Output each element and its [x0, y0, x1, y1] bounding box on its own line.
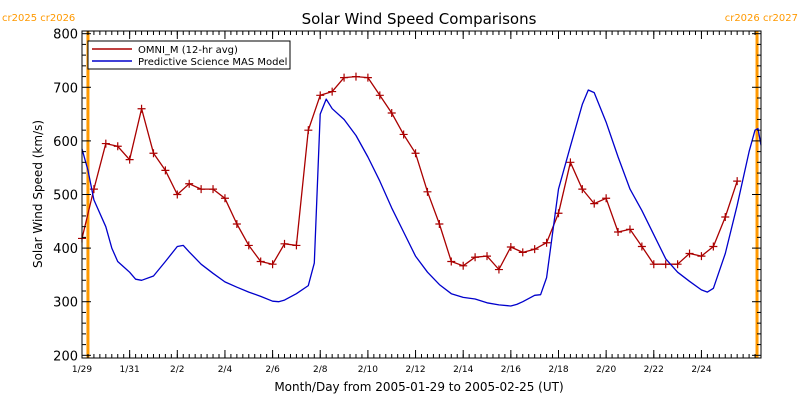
- x-tick-label: 2/22: [644, 365, 664, 375]
- data-point-omni: [125, 155, 134, 164]
- data-point-omni: [542, 238, 551, 247]
- data-point-omni: [149, 149, 158, 158]
- data-point-omni: [304, 126, 313, 135]
- chart-title: Solar Wind Speed Comparisons: [302, 10, 537, 28]
- axes-layer: 200 300 400 500 600 700 800 1/29 1/31 2/2 2/4 2/6 2/…: [53, 28, 761, 375]
- data-point-omni: [161, 166, 170, 175]
- data-point-omni: [232, 219, 241, 228]
- y-axis-label: Solar Wind Speed (km/s): [31, 120, 45, 268]
- data-point-omni: [268, 260, 277, 269]
- x-tick-label: 2/12: [405, 365, 425, 375]
- data-point-omni: [113, 142, 122, 151]
- data-point-omni: [733, 177, 742, 186]
- data-point-omni: [685, 249, 694, 258]
- data-point-omni: [518, 248, 527, 257]
- data-point-omni: [137, 104, 146, 113]
- x-axis-label: Month/Day from 2005-01-29 to 2005-02-25 …: [274, 380, 563, 394]
- data-point-omni: [411, 149, 420, 158]
- x-tick-label: 2/24: [691, 365, 711, 375]
- y-tick-label: 400: [53, 242, 78, 257]
- data-point-omni: [316, 91, 325, 100]
- data-point-omni: [661, 260, 670, 269]
- x-tick-label: 1/29: [72, 365, 92, 375]
- data-point-omni: [459, 261, 468, 270]
- data-point-omni: [471, 253, 480, 262]
- x-tick-label: 2/4: [218, 365, 233, 375]
- x-tick-label: 2/8: [313, 365, 328, 375]
- data-point-omni: [256, 257, 265, 266]
- x-tick-label: 2/14: [453, 365, 473, 375]
- data-point-omni: [447, 257, 456, 266]
- data-point-omni: [280, 239, 289, 248]
- data-point-omni: [602, 194, 611, 203]
- data-point-omni: [483, 252, 492, 261]
- data-point-omni: [566, 158, 575, 167]
- data-point-omni: [673, 260, 682, 269]
- legend-label: Predictive Science MAS Model: [138, 57, 287, 68]
- x-tick-label: 2/18: [548, 365, 568, 375]
- x-tick-label: 2/10: [358, 365, 378, 375]
- x-tick-label: 2/6: [265, 365, 280, 375]
- data-point-omni: [721, 213, 730, 222]
- data-point-omni: [423, 187, 432, 196]
- legend-label: OMNI_M (12-hr avg): [138, 45, 238, 56]
- y-tick-label: 200: [53, 349, 78, 364]
- data-point-omni: [185, 179, 194, 188]
- data-point-omni: [173, 190, 182, 199]
- legend-box: [87, 40, 291, 70]
- data-point-omni: [340, 73, 349, 82]
- data-point-omni: [363, 73, 372, 82]
- data-point-omni: [399, 130, 408, 139]
- data-point-omni: [697, 252, 706, 261]
- x-tick-label: 2/16: [501, 365, 521, 375]
- data-point-omni: [578, 185, 587, 194]
- y-tick-label: 800: [53, 28, 78, 43]
- data-point-omni: [590, 199, 599, 208]
- x-tick-label: 1/31: [120, 365, 140, 375]
- x-tick-label: 2/20: [596, 365, 616, 375]
- data-point-omni: [494, 265, 503, 274]
- data-point-omni: [649, 260, 658, 269]
- data-point-omni: [614, 228, 623, 237]
- y-tick-label: 700: [53, 81, 78, 96]
- plot-frame: [81, 30, 762, 359]
- series-layer: [78, 72, 762, 307]
- data-point-omni: [435, 219, 444, 228]
- rotation-marker-label: cr2026 cr2027: [725, 13, 798, 24]
- data-point-omni: [351, 72, 360, 81]
- legend: OMNI_M (12-hr avg)Predictive Science MAS…: [87, 40, 291, 70]
- rotation-marker-label: cr2025 cr2026: [2, 13, 75, 24]
- data-point-omni: [292, 241, 301, 250]
- data-point-omni: [101, 139, 110, 148]
- series-line-mas-model: [81, 89, 762, 307]
- data-point-omni: [375, 91, 384, 100]
- data-point-omni: [209, 185, 218, 194]
- data-point-omni: [625, 225, 634, 234]
- data-point-omni: [220, 194, 229, 203]
- y-tick-label: 600: [53, 135, 78, 150]
- data-point-omni: [328, 87, 337, 96]
- x-tick-label: 2/2: [170, 365, 184, 375]
- y-tick-label: 500: [53, 189, 78, 204]
- data-point-omni: [709, 242, 718, 251]
- data-point-omni: [506, 243, 515, 252]
- data-point-omni: [387, 109, 396, 118]
- data-point-omni: [637, 242, 646, 251]
- data-point-omni: [197, 185, 206, 194]
- data-point-omni: [530, 245, 539, 254]
- data-point-omni: [244, 241, 253, 250]
- series-line-omni: [81, 75, 738, 271]
- y-tick-label: 300: [53, 296, 78, 311]
